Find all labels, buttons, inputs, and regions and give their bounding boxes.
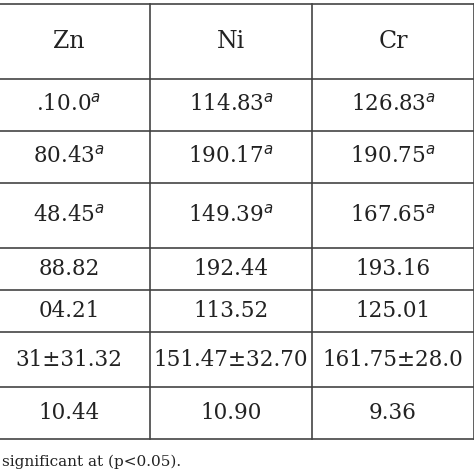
Text: 149.39$^a$: 149.39$^a$ xyxy=(188,204,274,227)
Text: 193.16: 193.16 xyxy=(356,258,430,280)
Text: 48.45$^a$: 48.45$^a$ xyxy=(33,204,105,227)
Text: 10.90: 10.90 xyxy=(201,402,262,424)
Text: 113.52: 113.52 xyxy=(193,300,269,322)
Text: 10.44: 10.44 xyxy=(38,402,100,424)
Text: 167.65$^a$: 167.65$^a$ xyxy=(350,204,436,227)
Text: 190.75$^a$: 190.75$^a$ xyxy=(350,146,436,168)
Text: Zn: Zn xyxy=(53,30,85,53)
Text: Cr: Cr xyxy=(378,30,408,53)
Text: 04.21: 04.21 xyxy=(38,300,100,322)
Text: 114.83$^a$: 114.83$^a$ xyxy=(189,94,273,116)
Text: 192.44: 192.44 xyxy=(193,258,269,280)
Text: .10.0$^a$: .10.0$^a$ xyxy=(36,94,101,116)
Text: 126.83$^a$: 126.83$^a$ xyxy=(351,94,436,116)
Text: 125.01: 125.01 xyxy=(356,300,430,322)
Text: 31±31.32: 31±31.32 xyxy=(16,348,122,371)
Text: significant at (p<0.05).: significant at (p<0.05). xyxy=(2,455,181,469)
Text: 88.82: 88.82 xyxy=(38,258,100,280)
Text: 161.75±28.0: 161.75±28.0 xyxy=(323,348,464,371)
Text: 190.17$^a$: 190.17$^a$ xyxy=(188,146,274,168)
Text: 9.36: 9.36 xyxy=(369,402,417,424)
Text: 151.47±32.70: 151.47±32.70 xyxy=(154,348,308,371)
Text: 80.43$^a$: 80.43$^a$ xyxy=(33,146,105,168)
Text: Ni: Ni xyxy=(217,30,245,53)
